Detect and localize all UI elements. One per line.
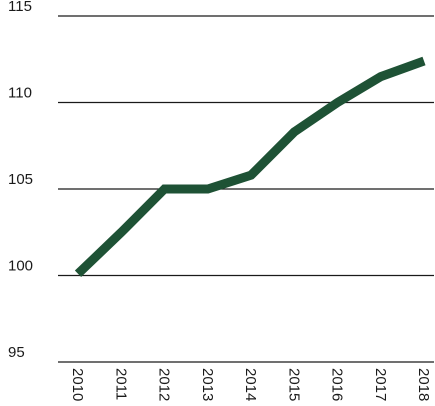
x-tick-label-2017: 2017 bbox=[372, 368, 389, 401]
x-axis-tick-labels: 2010 2011 2012 2013 2014 2015 2016 2017 2018 bbox=[69, 368, 432, 401]
x-tick-label-2013: 2013 bbox=[199, 368, 216, 401]
y-tick-label-95: 95 bbox=[8, 344, 25, 361]
x-tick-label-2014: 2014 bbox=[242, 368, 259, 401]
gridlines bbox=[58, 15, 434, 363]
x-tick-label-2016: 2016 bbox=[329, 368, 346, 401]
y-tick-label-110: 110 bbox=[8, 85, 32, 102]
y-axis-tick-labels: 95 100 105 110 115 bbox=[8, 0, 33, 361]
series-layer bbox=[74, 56, 426, 278]
x-tick-label-2011: 2011 bbox=[112, 368, 129, 400]
x-tick-label-2018: 2018 bbox=[415, 368, 432, 401]
x-tick-label-2012: 2012 bbox=[156, 368, 173, 401]
series-line-0 bbox=[74, 56, 426, 278]
y-tick-label-105: 105 bbox=[8, 171, 33, 188]
y-tick-label-100: 100 bbox=[8, 258, 33, 275]
y-tick-label-115: 115 bbox=[8, 0, 32, 15]
x-tick-label-2010: 2010 bbox=[69, 368, 86, 401]
x-tick-label-2015: 2015 bbox=[285, 368, 302, 401]
